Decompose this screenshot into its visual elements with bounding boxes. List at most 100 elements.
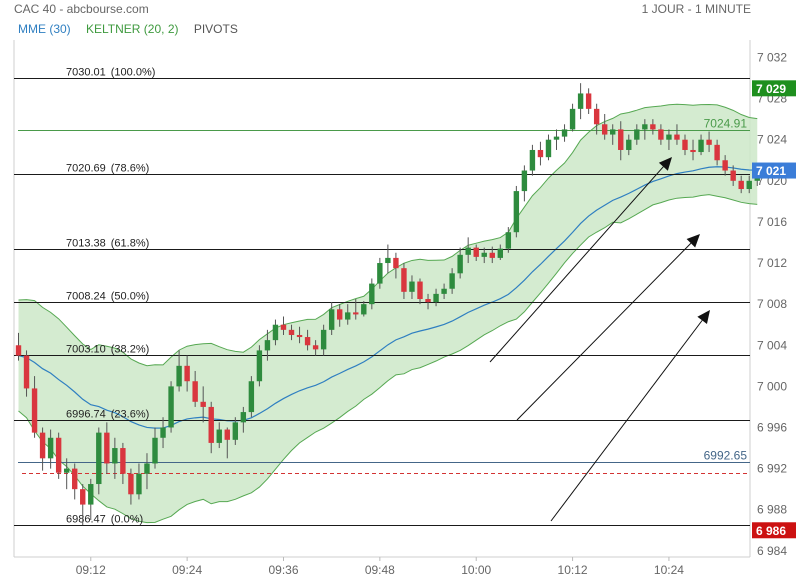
fib-value: 7030.01 [66,67,106,79]
candle-body [601,124,608,135]
fib-value: 7008.24 [66,291,106,303]
candle [714,139,720,166]
fib-percent: (50.0%) [111,291,150,303]
y-tick-label: 7 008 [757,297,787,311]
candle [746,175,752,194]
candle [337,304,343,327]
candle-body [698,139,704,153]
candle [312,340,319,356]
candle [577,83,584,120]
candle [200,386,206,423]
candle-body [401,268,407,292]
y-tick-label: 7 024 [757,133,787,147]
candle [23,350,30,397]
fib-percent: (61.8%) [111,238,150,250]
candle [601,114,608,140]
candle-body [144,463,150,474]
candle-body [690,149,696,153]
candle [545,134,552,161]
legend-pivots[interactable]: PIVOTS [193,22,238,36]
candle [730,165,736,186]
candle-body [465,247,471,255]
candle-body [104,432,110,464]
candle [377,257,383,289]
candle-body [328,309,335,330]
candle-body [312,345,319,350]
candle-body [585,93,592,109]
candle-body [481,252,487,257]
last-price-badge-bg [752,162,796,179]
candle [481,247,487,264]
candle-body [240,412,247,423]
candle-body [393,257,399,269]
fib-percent: (78.6%) [111,163,150,175]
candle-body [569,108,576,130]
last-price-badge-text: 7 021 [756,164,786,178]
candle [505,227,512,253]
candle [353,299,359,320]
legend-mme[interactable]: MME (30) [18,22,71,36]
fib-value: 7013.38 [66,238,106,250]
indicator-legend: MME (30) KELTNER (20, 2) PIVOTS [18,22,250,36]
candle-body [369,283,375,305]
candle [264,329,271,361]
candle-body [577,93,584,109]
candle-body [80,489,86,505]
candle-body [634,129,640,140]
candle [698,134,704,156]
candle [626,134,632,156]
candle [369,278,375,310]
x-tick-label: 10:24 [654,563,684,577]
candle [585,88,592,115]
fib-label: 7020.69 (78.6%) [66,163,149,175]
candle-body [23,355,30,389]
candle-body [63,468,70,473]
y-tick-label: 6 988 [757,503,787,517]
candle [39,427,46,471]
pivot-label: 6992.65 [704,449,748,463]
candle-body [184,365,190,382]
candle-body [320,329,327,350]
candle [425,293,431,310]
candle-body [618,129,624,150]
candle-body [666,134,672,140]
candle-body [441,288,447,294]
fib-label: 6986.47 (0.0%) [66,514,143,526]
y-tick-label: 6 984 [757,544,787,558]
fib-value: 7020.69 [66,163,106,175]
candle [31,376,38,438]
candle [47,429,54,469]
fib-value: 6986.47 [66,514,106,526]
candle [722,155,728,176]
candle [738,175,744,194]
fib-label: 7030.01 (100.0%) [66,67,155,79]
candle [112,437,118,479]
trend-arrow-shaft [516,242,692,421]
fib-percent: (38.2%) [111,344,150,356]
candle-body [120,448,126,474]
candle [152,427,158,469]
candle [63,458,70,490]
candle-body [449,273,455,289]
candle-body [152,437,158,464]
candle [272,319,279,346]
candle-body [489,252,495,258]
candle-body [112,448,118,464]
candle [658,124,664,145]
candle-body [47,437,54,459]
y-tick-label: 7 000 [757,379,787,393]
candle-body [345,312,351,320]
candle-body [521,170,528,192]
low-price-badge: 6 986 [752,522,796,539]
legend-keltner[interactable]: KELTNER (20, 2) [86,22,179,36]
timeframe-label[interactable]: 1 JOUR - 1 MINUTE [641,2,751,16]
candle [280,316,287,335]
candle-body [15,345,22,356]
trend-arrow-shaft [489,166,664,363]
candle [690,139,696,161]
candle-body [304,337,311,346]
candle-body [248,381,255,413]
candle-body [626,139,632,150]
candle-body [385,257,391,264]
